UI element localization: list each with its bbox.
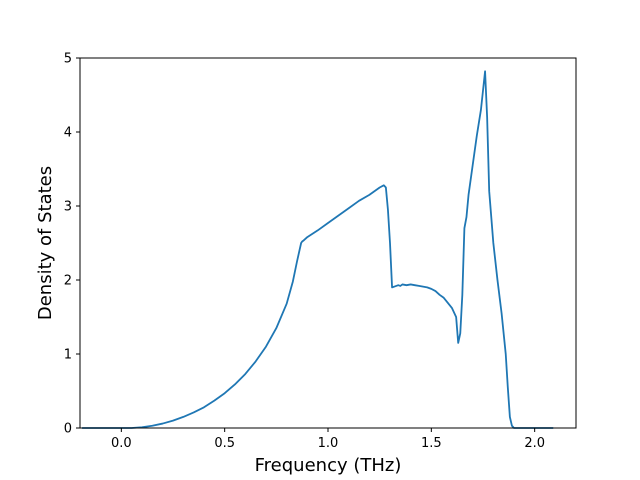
x-tick-label: 1.0 bbox=[318, 436, 339, 451]
y-tick-label: 1 bbox=[64, 348, 72, 363]
x-axis-label: Frequency (THz) bbox=[255, 455, 402, 476]
x-tick-label: 0.5 bbox=[214, 436, 235, 451]
axis-ticks: 0.0 0.5 1.0 1.5 2.0 0 1 2 3 4 5 bbox=[64, 52, 545, 452]
y-tick-label: 2 bbox=[64, 274, 72, 289]
y-tick-label: 4 bbox=[64, 126, 72, 141]
x-tick-label: 1.5 bbox=[421, 436, 442, 451]
axes-frame bbox=[79, 57, 577, 429]
y-tick-label: 0 bbox=[64, 422, 72, 437]
y-axis-label: Density of States bbox=[35, 166, 56, 320]
y-tick-label: 5 bbox=[64, 52, 72, 67]
x-tick-label: 0.0 bbox=[111, 436, 132, 451]
plot-area bbox=[82, 70, 554, 429]
dos-series-line bbox=[82, 70, 554, 429]
x-tick-label: 2.0 bbox=[524, 436, 545, 451]
y-tick-label: 3 bbox=[64, 200, 72, 215]
